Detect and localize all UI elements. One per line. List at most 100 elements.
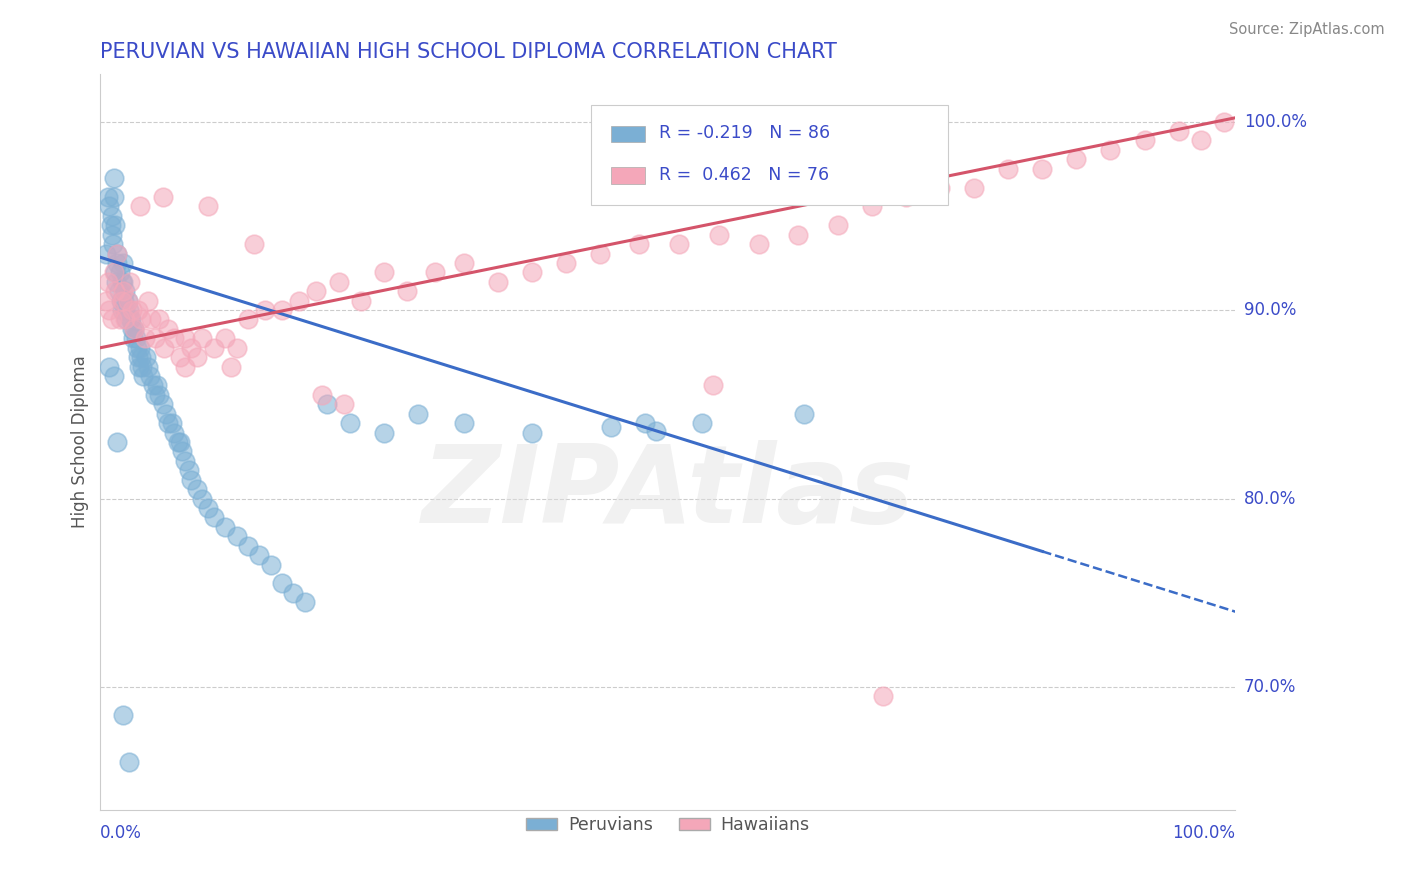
Point	[259, 558, 281, 572]
Point	[333, 397, 356, 411]
Point	[271, 303, 294, 318]
Point	[129, 199, 152, 213]
Point	[103, 369, 125, 384]
Point	[197, 500, 219, 515]
Point	[600, 420, 623, 434]
Point	[129, 350, 152, 364]
Point	[645, 424, 668, 438]
Text: 70.0%: 70.0%	[1244, 678, 1296, 696]
Point	[103, 190, 125, 204]
Point	[690, 416, 713, 430]
Point	[108, 265, 131, 279]
Point	[103, 265, 125, 279]
Point	[191, 331, 214, 345]
FancyBboxPatch shape	[591, 105, 948, 204]
Point	[963, 180, 986, 194]
Point	[288, 293, 311, 308]
Point	[395, 284, 418, 298]
Point	[111, 293, 134, 308]
Point	[180, 473, 202, 487]
Point	[117, 293, 139, 308]
Point	[114, 312, 136, 326]
FancyBboxPatch shape	[612, 168, 645, 184]
Text: PERUVIAN VS HAWAIIAN HIGH SCHOOL DIPLOMA CORRELATION CHART: PERUVIAN VS HAWAIIAN HIGH SCHOOL DIPLOMA…	[100, 42, 837, 62]
Point	[174, 359, 197, 374]
Point	[114, 303, 136, 318]
Point	[112, 284, 135, 298]
Point	[124, 331, 146, 345]
Point	[134, 331, 156, 345]
Point	[174, 454, 197, 468]
Point	[311, 388, 333, 402]
Point	[111, 303, 134, 318]
Point	[105, 256, 128, 270]
Point	[98, 199, 121, 213]
Y-axis label: High School Diploma: High School Diploma	[72, 356, 89, 528]
Text: 100.0%: 100.0%	[1244, 112, 1306, 130]
Point	[118, 756, 141, 770]
Point	[141, 312, 163, 326]
Point	[793, 407, 815, 421]
Point	[105, 246, 128, 260]
Point	[124, 322, 146, 336]
Point	[373, 425, 395, 440]
Point	[121, 322, 143, 336]
Point	[160, 416, 183, 430]
Point	[118, 303, 141, 318]
Point	[253, 303, 276, 318]
Point	[1213, 114, 1236, 128]
Point	[129, 312, 152, 326]
Point	[197, 199, 219, 213]
Point	[896, 190, 918, 204]
Point	[104, 218, 127, 232]
Point	[163, 425, 186, 440]
Point	[271, 576, 294, 591]
Point	[425, 265, 447, 279]
Point	[98, 359, 121, 374]
Point	[219, 359, 242, 374]
Point	[94, 246, 117, 260]
Point	[202, 341, 225, 355]
Point	[121, 303, 143, 318]
Point	[997, 161, 1019, 176]
Point	[112, 256, 135, 270]
Point	[180, 341, 202, 355]
Text: R = -0.219   N = 86: R = -0.219 N = 86	[659, 124, 830, 142]
Point	[214, 331, 236, 345]
Point	[1099, 143, 1122, 157]
Point	[139, 369, 162, 384]
Point	[589, 246, 612, 260]
Point	[112, 708, 135, 723]
Point	[98, 303, 121, 318]
Point	[305, 284, 328, 298]
Point	[97, 190, 120, 204]
Point	[152, 190, 174, 204]
Point	[1167, 124, 1189, 138]
Point	[142, 378, 165, 392]
Point	[124, 322, 146, 336]
Point	[186, 482, 208, 496]
Point	[136, 359, 159, 374]
Point	[929, 180, 952, 194]
Point	[169, 435, 191, 450]
Point	[143, 388, 166, 402]
Point	[128, 359, 150, 374]
Point	[155, 407, 177, 421]
Point	[453, 416, 475, 430]
Text: 80.0%: 80.0%	[1244, 490, 1296, 508]
Point	[153, 341, 176, 355]
Point	[103, 171, 125, 186]
Point	[174, 331, 197, 345]
Point	[242, 237, 264, 252]
Point	[214, 520, 236, 534]
Point	[316, 397, 339, 411]
Point	[1031, 161, 1053, 176]
Point	[520, 265, 543, 279]
Point	[668, 237, 690, 252]
Point	[191, 491, 214, 506]
Point	[122, 331, 145, 345]
Point	[111, 275, 134, 289]
Legend: Peruvians, Hawaiians: Peruvians, Hawaiians	[519, 809, 817, 841]
Point	[827, 218, 849, 232]
Text: 0.0%: 0.0%	[100, 824, 142, 842]
